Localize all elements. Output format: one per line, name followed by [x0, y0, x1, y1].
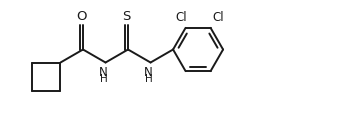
Text: S: S: [122, 10, 131, 22]
Text: N: N: [144, 65, 153, 79]
Text: Cl: Cl: [212, 11, 224, 24]
Text: O: O: [76, 10, 87, 22]
Text: H: H: [145, 74, 153, 84]
Text: Cl: Cl: [176, 11, 187, 24]
Text: H: H: [100, 74, 107, 84]
Text: N: N: [99, 65, 108, 79]
